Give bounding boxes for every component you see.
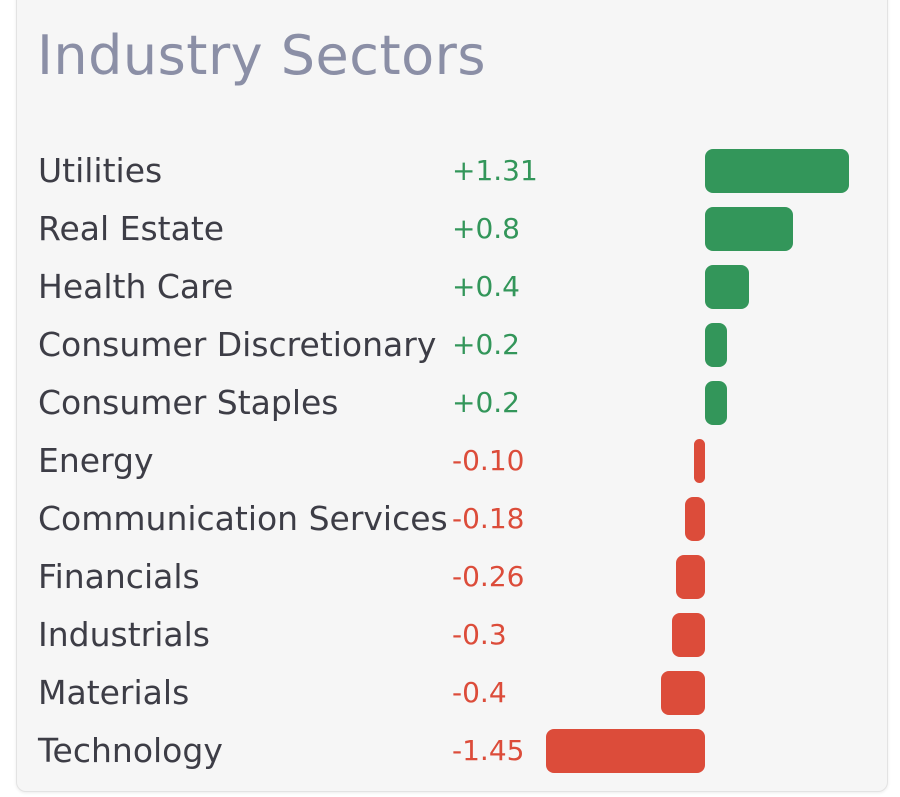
sector-row: Health Care +0.4 — [0, 258, 900, 316]
sector-row: Technology -1.45 — [0, 722, 900, 780]
sector-value: -0.10 — [452, 444, 525, 477]
sector-row: Utilities +1.31 — [0, 142, 900, 200]
sector-value: -0.26 — [452, 560, 525, 593]
sector-value: +0.8 — [452, 212, 520, 245]
page-title: Industry Sectors — [37, 24, 487, 87]
sector-label: Technology — [38, 731, 223, 770]
sector-label: Real Estate — [38, 209, 225, 248]
sector-bar — [705, 323, 727, 367]
sector-value: +0.2 — [452, 386, 520, 419]
sector-value: +1.31 — [452, 154, 538, 187]
sector-bar — [705, 381, 727, 425]
sector-bar — [685, 497, 705, 541]
sector-row: Real Estate +0.8 — [0, 200, 900, 258]
sector-label: Energy — [38, 441, 154, 480]
sector-row: Consumer Staples +0.2 — [0, 374, 900, 432]
sector-bar — [705, 149, 850, 193]
sector-bar — [694, 439, 705, 483]
sector-label: Communication Services — [38, 499, 448, 538]
sector-value: -0.18 — [452, 502, 525, 535]
sector-row: Financials -0.26 — [0, 548, 900, 606]
sector-label: Financials — [38, 557, 200, 596]
sector-row: Consumer Discretionary +0.2 — [0, 316, 900, 374]
sector-value: -1.45 — [452, 734, 525, 767]
sector-bar — [672, 613, 705, 657]
sector-bar — [545, 729, 705, 773]
sector-bar — [705, 265, 749, 309]
sector-row: Energy -0.10 — [0, 432, 900, 490]
sector-label: Materials — [38, 673, 190, 712]
sector-bar — [676, 555, 705, 599]
sector-label: Consumer Discretionary — [38, 325, 437, 364]
sector-value: +0.2 — [452, 328, 520, 361]
sector-card — [16, 0, 888, 792]
sector-row: Materials -0.4 — [0, 664, 900, 722]
sector-bar — [661, 671, 705, 715]
sector-label: Utilities — [38, 151, 163, 190]
sector-value: -0.4 — [452, 676, 507, 709]
sector-value: +0.4 — [452, 270, 520, 303]
sector-row: Industrials -0.3 — [0, 606, 900, 664]
sector-bar — [705, 207, 793, 251]
sector-label: Health Care — [38, 267, 234, 306]
sector-label: Industrials — [38, 615, 210, 654]
sector-label: Consumer Staples — [38, 383, 339, 422]
sector-value: -0.3 — [452, 618, 507, 651]
sector-row: Communication Services -0.18 — [0, 490, 900, 548]
